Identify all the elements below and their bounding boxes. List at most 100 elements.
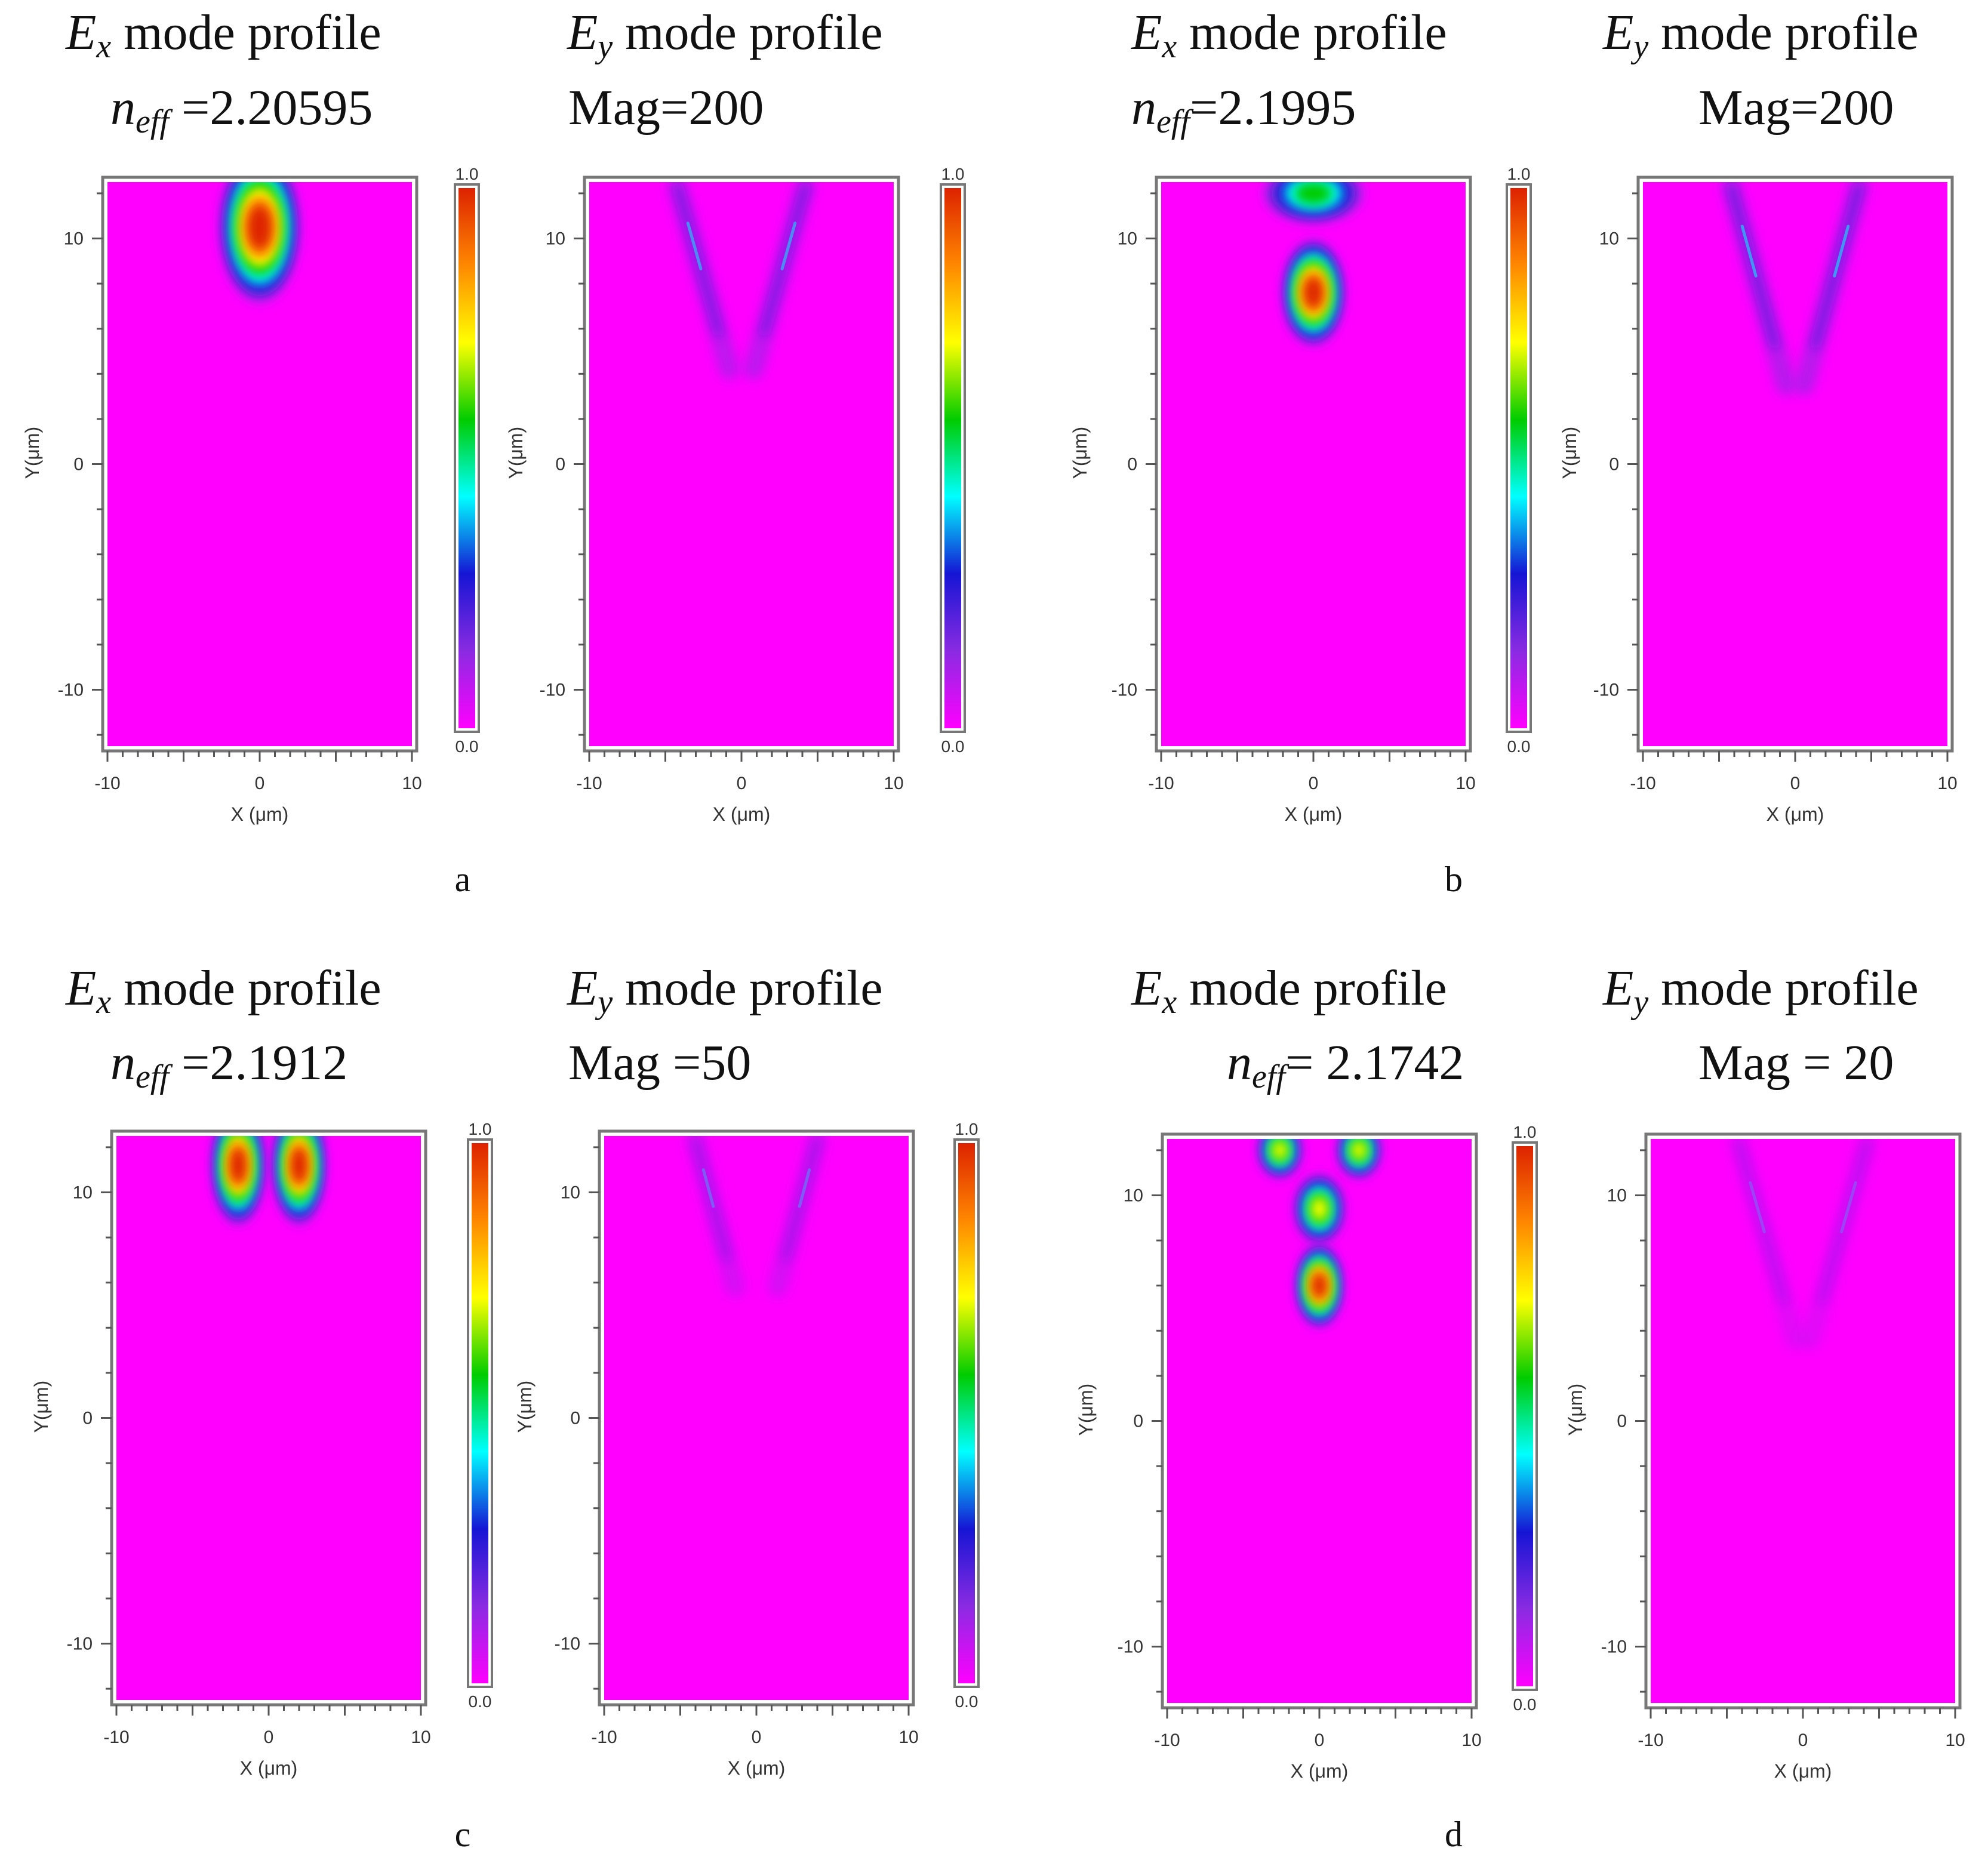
field-map xyxy=(220,182,300,302)
title-subscript: x xyxy=(96,28,111,65)
x-tick-label: -10 xyxy=(1148,774,1174,793)
plot-area xyxy=(604,1136,909,1700)
field-lobe xyxy=(1304,277,1323,309)
title-subscript: y xyxy=(1630,984,1648,1021)
title-rest: mode profile xyxy=(1648,5,1919,60)
y-axis-label: Y(μm) xyxy=(1075,1384,1097,1436)
x-tick-label: -10 xyxy=(576,774,602,793)
field-streak-peak xyxy=(1840,1181,1857,1234)
x-tick-label: -10 xyxy=(94,774,120,793)
y-tick-label: -10 xyxy=(555,1634,580,1654)
title-field-symbol: E xyxy=(567,960,598,1016)
tick-marks xyxy=(1146,192,1467,762)
title-rest: mode profile xyxy=(111,5,381,60)
title-rest: mode profile xyxy=(613,5,883,60)
panel-subtitle: Mag=200 xyxy=(1698,80,1894,136)
title-rest: mode profile xyxy=(111,960,381,1016)
chart-panel-c-ey: Ey mode profile Mag =50 -10 0 10 10 0 -10 X (μm)… xyxy=(514,960,980,1779)
chart-panel-b-ex: Ex mode profile neff=2.1995 -10 0 10 10 0 -10 X … xyxy=(1069,5,1532,825)
panel-label-d: d xyxy=(1445,1815,1463,1854)
x-tick-label: 10 xyxy=(898,1727,918,1747)
panel-title: Ey mode profile xyxy=(1602,5,1919,65)
colorbar: 1.0 0.0 xyxy=(1506,165,1532,756)
y-axis-label: Y(μm) xyxy=(21,427,43,479)
x-axis-label: X (μm) xyxy=(1291,1760,1349,1782)
colorbar-gradient xyxy=(1516,1146,1533,1686)
y-tick-label: -10 xyxy=(1593,680,1619,700)
title-subscript: x xyxy=(1161,984,1177,1021)
field-streak-peak xyxy=(701,1168,715,1208)
x-tick-label: 0 xyxy=(255,774,265,793)
neff-subscript: eff xyxy=(1252,1058,1290,1095)
colorbar-gradient xyxy=(944,188,961,728)
panel-subtitle: Mag = 20 xyxy=(1698,1035,1894,1091)
y-tick-label: 0 xyxy=(1617,1412,1627,1431)
x-tick-label: 10 xyxy=(1945,1730,1965,1750)
panel-subtitle: neff =2.20595 xyxy=(110,80,373,140)
field-streak-core xyxy=(1818,1140,1870,1304)
panel-subtitle: Mag=200 xyxy=(568,80,764,136)
tick-marks xyxy=(101,1146,422,1716)
title-subscript: y xyxy=(595,28,613,65)
y-tick-label: -10 xyxy=(1601,1637,1627,1657)
colorbar-max-label: 1.0 xyxy=(1513,1123,1537,1141)
x-tick-label: 0 xyxy=(264,1727,274,1747)
colorbar-max-label: 1.0 xyxy=(469,1120,492,1138)
y-tick-label: 10 xyxy=(64,229,84,249)
chart-panel-d-ey: Ey mode profile Mag = 20 -10 0 10 10 0 -10 X (μm… xyxy=(1565,960,1965,1782)
colorbar: 1.0 0.0 xyxy=(953,1120,980,1711)
chart-panel-a-ex: Ex mode profile neff =2.20595 -10 0 10 10 0 -10… xyxy=(21,5,480,825)
y-axis-label: Y(μm) xyxy=(514,1381,536,1433)
x-axis-label: X (μm) xyxy=(231,803,289,825)
y-tick-label: 10 xyxy=(73,1183,93,1203)
colorbar-max-label: 1.0 xyxy=(456,165,479,183)
y-tick-label: -10 xyxy=(1118,1637,1143,1657)
title-subscript: y xyxy=(1630,28,1648,65)
x-tick-label: 10 xyxy=(1461,1730,1481,1750)
mag-value: Mag = 20 xyxy=(1698,1035,1894,1091)
panel-title: Ex mode profile xyxy=(1131,5,1447,65)
x-tick-label: 0 xyxy=(1315,1730,1325,1750)
y-tick-label: 10 xyxy=(1607,1186,1627,1206)
colorbar-min-label: 0.0 xyxy=(955,1692,978,1711)
panel-title: Ey mode profile xyxy=(567,960,883,1021)
field-map xyxy=(667,182,816,380)
field-streak-core xyxy=(782,1137,820,1261)
panel-subtitle: neff= 2.1742 xyxy=(1227,1035,1464,1095)
colorbar-min-label: 0.0 xyxy=(469,1692,492,1711)
colorbar-min-label: 0.0 xyxy=(1513,1695,1537,1714)
x-tick-label: -10 xyxy=(591,1727,617,1747)
x-tick-label: -10 xyxy=(1638,1730,1663,1750)
chart-panel-a-ey: Ey mode profile Mag=200 -10 0 10 10 0 -10 X (μm)… xyxy=(505,5,966,825)
y-tick-label: 0 xyxy=(1133,1412,1143,1431)
chart-panel-c-ex: Ex mode profile neff =2.1912 -10 0 10 10 0 -10 X… xyxy=(30,960,493,1779)
y-tick-label: -10 xyxy=(1112,680,1137,700)
field-map xyxy=(1264,182,1362,345)
x-tick-label: 10 xyxy=(1455,774,1475,793)
field-streak-peak xyxy=(780,221,797,270)
neff-value: =2.1912 xyxy=(169,1035,347,1091)
field-streak-peak xyxy=(1749,1181,1766,1234)
neff-subscript: eff xyxy=(1156,103,1194,140)
y-tick-label: 0 xyxy=(82,1409,93,1428)
neff-subscript: eff xyxy=(136,1058,173,1095)
panel-title: Ey mode profile xyxy=(1602,960,1919,1021)
field-lobe xyxy=(1272,1141,1287,1160)
x-tick-label: 10 xyxy=(402,774,421,793)
y-tick-label: 0 xyxy=(1127,455,1137,475)
neff-value: =2.20595 xyxy=(169,80,373,136)
field-map xyxy=(1258,1139,1380,1326)
colorbar: 1.0 0.0 xyxy=(1512,1123,1538,1714)
panel-label-a: a xyxy=(455,860,471,899)
neff-symbol: n xyxy=(1131,80,1156,136)
colorbar-gradient xyxy=(458,188,475,728)
plot-area xyxy=(116,1136,421,1700)
x-tick-label: 0 xyxy=(1790,774,1801,793)
title-subscript: y xyxy=(595,984,613,1021)
y-tick-label: 0 xyxy=(570,1409,580,1428)
field-streak-peak xyxy=(798,1168,811,1208)
title-rest: mode profile xyxy=(1648,960,1919,1016)
field-streak-peak xyxy=(1833,224,1850,278)
x-axis-label: X (μm) xyxy=(240,1757,298,1779)
y-axis-label: Y(μm) xyxy=(1559,427,1580,479)
